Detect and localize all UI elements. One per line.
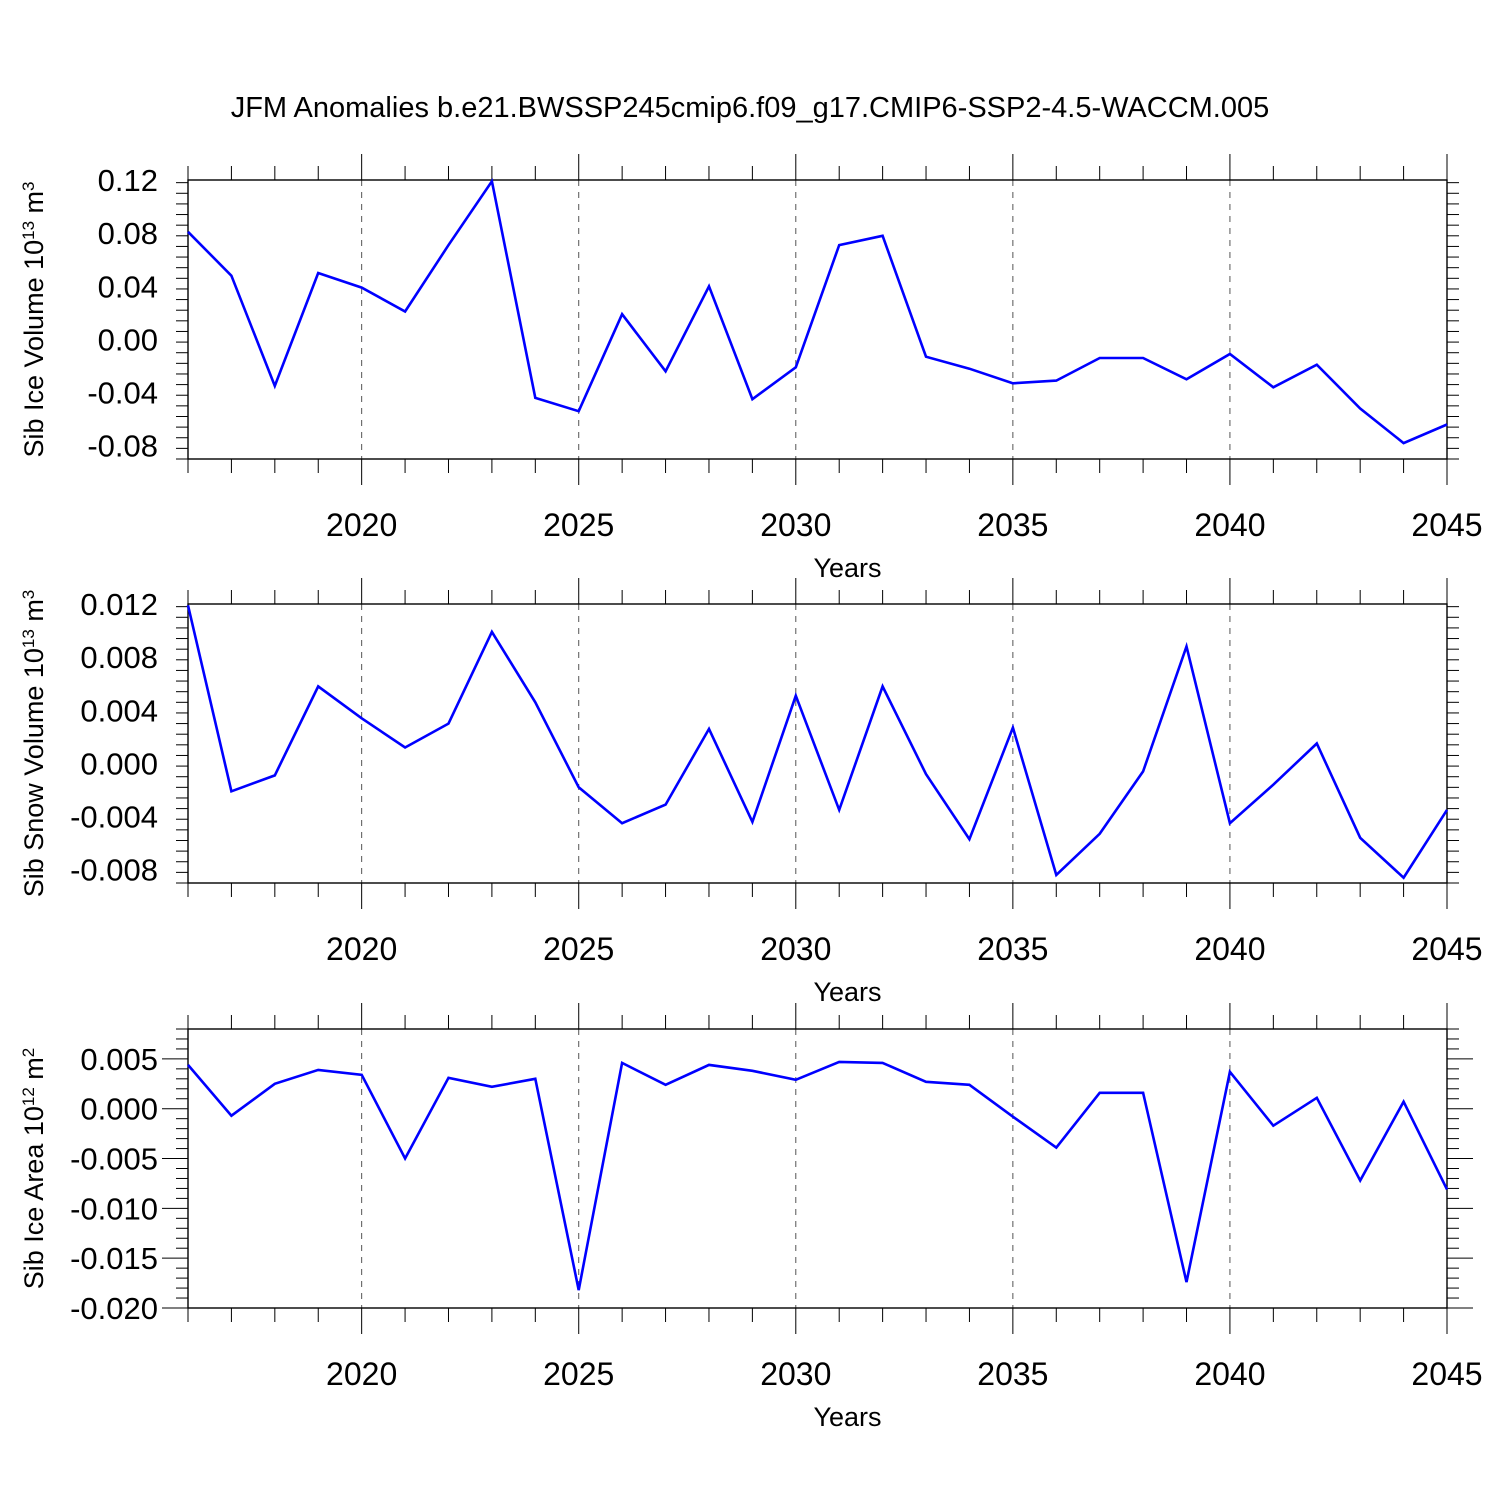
x-axis-label: Years — [813, 1402, 881, 1432]
y-label-text: m — [19, 191, 49, 221]
y-label-superscript: 3 — [19, 590, 38, 599]
y-tick-label: -0.004 — [70, 800, 158, 835]
y-tick-label: 0.00 — [98, 322, 158, 357]
x-tick-label: 2030 — [760, 1356, 831, 1392]
y-tick-label: -0.015 — [70, 1241, 158, 1276]
x-tick-label: 2045 — [1411, 1356, 1482, 1392]
x-tick-label: 2035 — [977, 1356, 1048, 1392]
y-label-text: Sib Ice Volume 10 — [19, 240, 49, 458]
y-tick-label: 0.005 — [80, 1042, 158, 1077]
y-label-text: m — [19, 1057, 49, 1087]
x-tick-label: 2035 — [977, 507, 1048, 543]
y-tick-label: -0.08 — [87, 429, 158, 464]
x-tick-label: 2030 — [760, 931, 831, 967]
y-tick-label: 0.012 — [80, 587, 158, 622]
y-label-text: Sib Snow Volume 10 — [19, 648, 49, 897]
y-tick-label: -0.020 — [70, 1291, 158, 1326]
y-tick-label: 0.08 — [98, 216, 158, 251]
figure-title: JFM Anomalies b.e21.BWSSP245cmip6.f09_g1… — [231, 92, 1270, 124]
x-tick-label: 2030 — [760, 507, 831, 543]
x-tick-label: 2035 — [977, 931, 1048, 967]
x-tick-label: 2025 — [543, 507, 614, 543]
x-tick-label: 2025 — [543, 931, 614, 967]
y-label-superscript: 3 — [19, 181, 38, 190]
y-label-superscript: 12 — [19, 1087, 38, 1106]
y-label-superscript: 13 — [19, 221, 38, 240]
x-tick-label: 2020 — [326, 931, 397, 967]
y-tick-label: 0.000 — [80, 746, 158, 781]
series-line — [187, 1060, 1449, 1291]
x-tick-label: 2045 — [1411, 931, 1482, 967]
panel-3: -0.020 -0.015 -0.010 -0.005 0.000 0.005 2020 20… — [19, 1003, 1483, 1432]
x-tick-label: 2040 — [1194, 507, 1265, 543]
y-tick-label: 0.12 — [98, 163, 158, 198]
x-axis-label: Years — [813, 553, 881, 583]
y-axis-label: Sib Ice Volume 1013 m3 — [19, 181, 50, 457]
x-tick-label: 2025 — [543, 1356, 614, 1392]
y-tick-label: 0.04 — [98, 269, 158, 304]
series-line — [187, 178, 1448, 445]
x-tick-label: 2020 — [326, 507, 397, 543]
x-tick-label: 2040 — [1194, 1356, 1265, 1392]
x-axis-label: Years — [813, 977, 881, 1007]
y-label-text: m — [19, 599, 49, 629]
y-axis-label: Sib Ice Area 1012 m2 — [19, 1048, 50, 1290]
y-tick-label: -0.010 — [70, 1191, 158, 1226]
plot-frame — [187, 179, 1448, 460]
x-tick-label: 2045 — [1411, 507, 1482, 543]
y-tick-label: 0.008 — [80, 640, 158, 675]
y-tick-label: -0.008 — [70, 853, 158, 888]
y-axis-label: Sib Snow Volume 1013 m3 — [19, 590, 50, 898]
series-line — [186, 605, 1449, 880]
y-tick-label: -0.04 — [87, 376, 158, 411]
y-label-superscript: 2 — [19, 1048, 38, 1057]
panel-1: -0.08 -0.04 0.00 0.04 0.08 0.12 2020 2025 2030 20… — [19, 154, 1483, 583]
plot-frame — [187, 603, 1448, 884]
x-tick-label: 2040 — [1194, 931, 1265, 967]
y-label-text: Sib Ice Area 10 — [19, 1106, 49, 1289]
y-label-superscript: 13 — [19, 629, 38, 648]
y-tick-label: 0.000 — [80, 1092, 158, 1127]
panel-2: -0.008 -0.004 0.000 0.004 0.008 0.012 2020 2025… — [19, 578, 1483, 1007]
y-tick-label: 0.004 — [80, 693, 158, 728]
y-tick-label: -0.005 — [70, 1142, 158, 1177]
x-tick-label: 2020 — [326, 1356, 397, 1392]
